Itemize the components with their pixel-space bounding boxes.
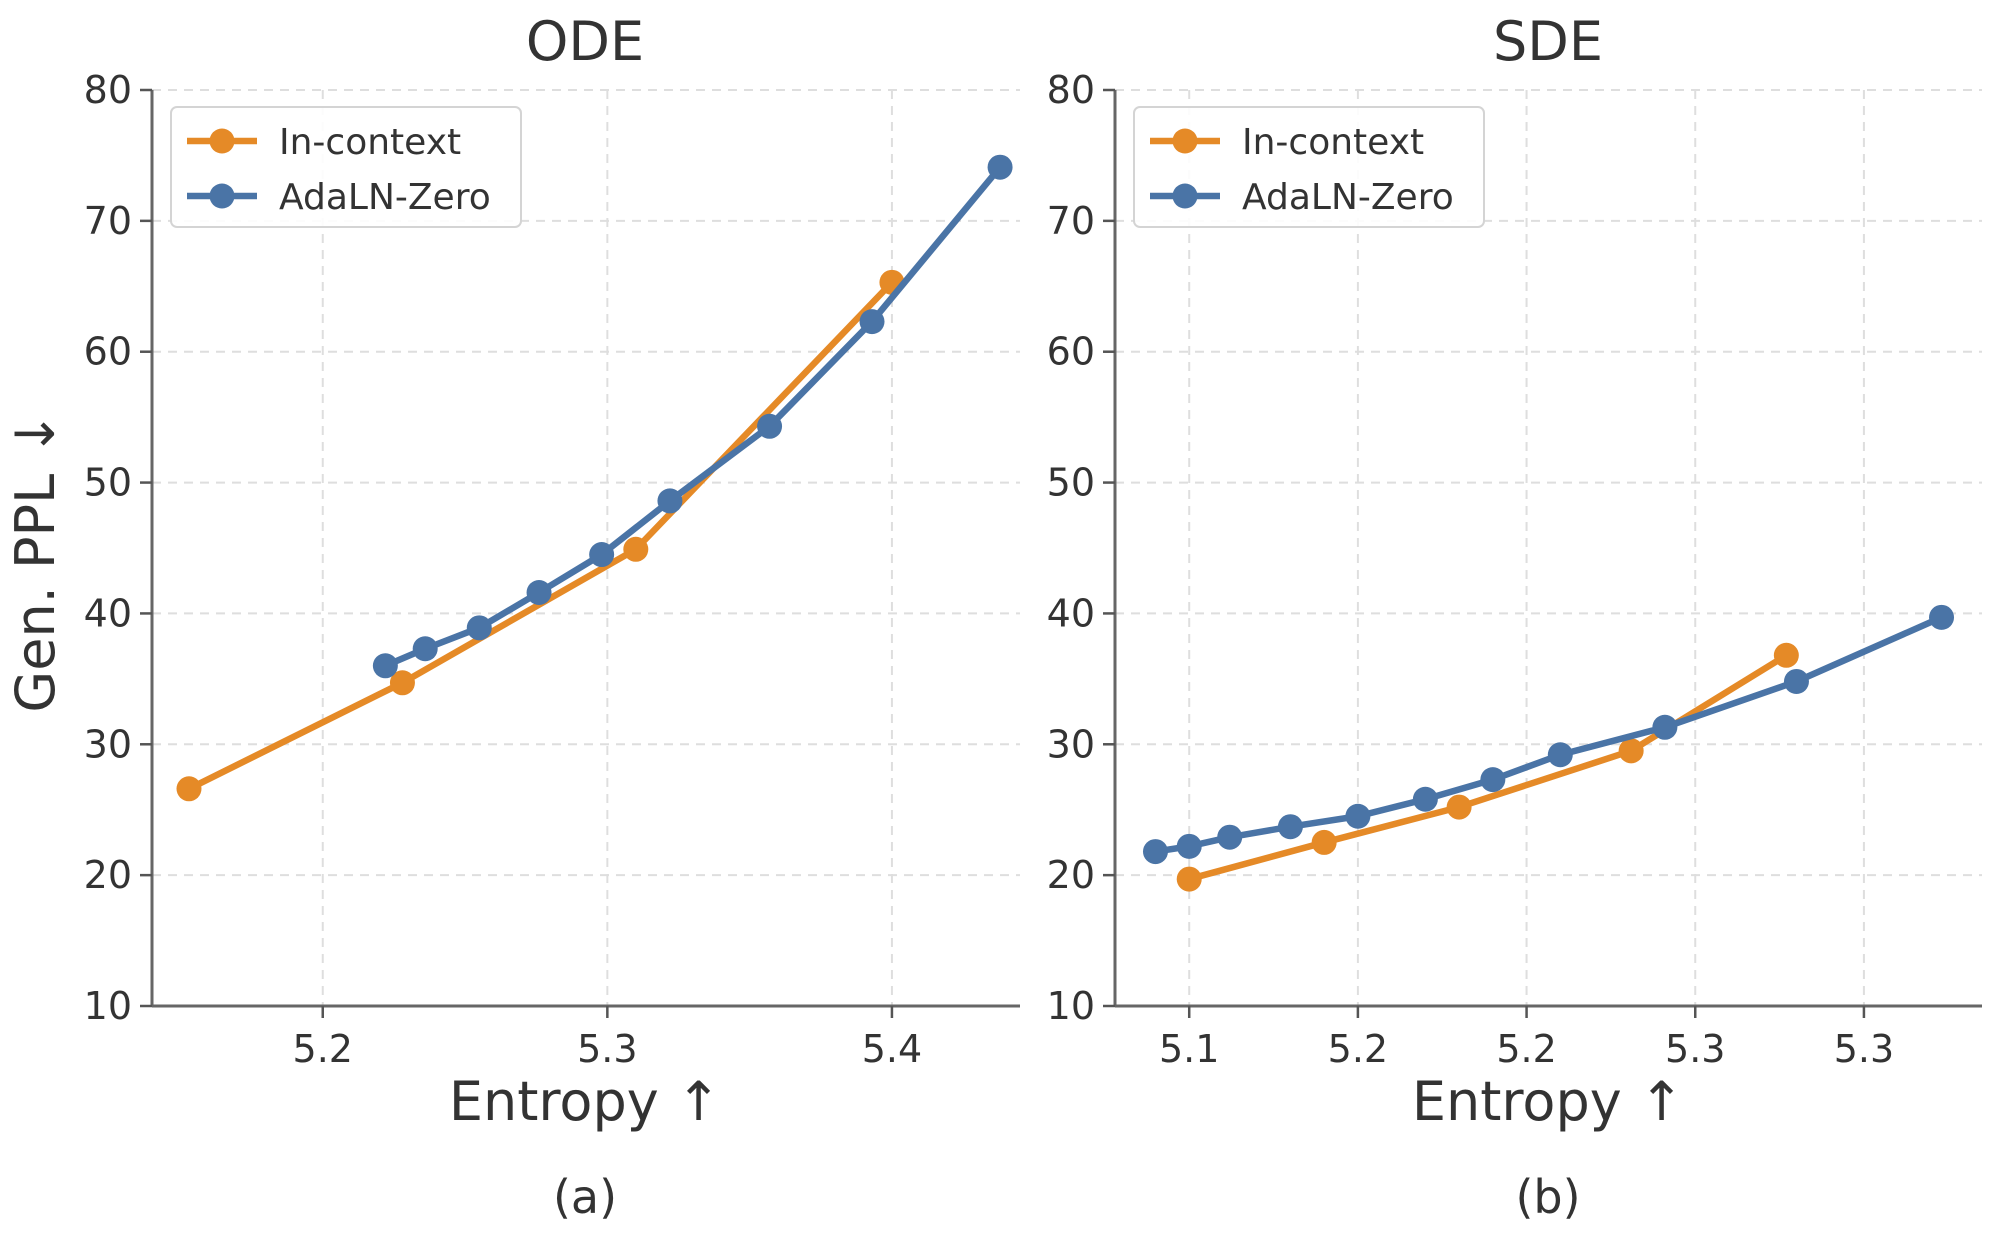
y-tick-label: 30 <box>1047 722 1095 766</box>
x-tick-label: 5.2 <box>1328 1027 1388 1071</box>
data-point <box>1773 642 1799 668</box>
series-group <box>1142 604 1955 892</box>
y-tick-label: 10 <box>1047 984 1095 1028</box>
y-tick-label: 50 <box>1047 461 1095 505</box>
chart-title: ODE <box>526 10 644 73</box>
legend-label: AdaLN-Zero <box>1242 177 1454 218</box>
series-line <box>382 163 1004 670</box>
panel-ode: ODE 10 20 30 40 50 60 70 80 5.2 5.3 5.4 In-contex… <box>4 10 1020 1224</box>
data-point <box>1783 668 1809 694</box>
y-axis-label: Gen. PPL ↓ <box>4 411 67 712</box>
series-group <box>176 154 1013 802</box>
legend-box <box>170 106 522 228</box>
y-tick-label: 70 <box>1047 199 1095 243</box>
data-point <box>1277 814 1303 840</box>
data-point <box>1929 604 1955 630</box>
y-tick-label: 50 <box>84 461 132 505</box>
data-point <box>1345 803 1371 829</box>
y-tick-label: 60 <box>84 330 132 374</box>
x-tick-label: 5.3 <box>577 1027 637 1071</box>
x-ticks: 5.2 5.3 5.4 <box>293 1006 922 1071</box>
data-point <box>1618 738 1644 764</box>
x-tick-label: 5.3 <box>1834 1027 1894 1071</box>
data-point <box>412 636 438 662</box>
data-point <box>526 579 552 605</box>
legend-label: AdaLN-Zero <box>279 177 491 218</box>
legend-box <box>1133 106 1485 228</box>
legend-label: In-context <box>279 122 461 163</box>
series-line <box>1185 652 1790 883</box>
x-ticks: 5.1 5.2 5.2 5.3 5.3 <box>1159 1006 1894 1071</box>
data-point <box>1547 742 1573 768</box>
data-point <box>1480 767 1506 793</box>
y-tick-label: 40 <box>84 591 132 635</box>
y-ticks: 10 20 30 40 50 60 70 80 <box>1047 68 1115 1028</box>
series-line <box>1152 614 1945 855</box>
x-tick-label: 5.4 <box>862 1027 922 1071</box>
y-ticks: 10 20 30 40 50 60 70 80 <box>84 68 152 1028</box>
y-tick-label: 20 <box>84 853 132 897</box>
data-point <box>372 653 398 679</box>
data-point <box>1311 829 1337 855</box>
y-tick-label: 80 <box>1047 68 1095 112</box>
legend-marker <box>209 183 235 209</box>
data-point <box>1176 833 1202 859</box>
data-point <box>1176 866 1202 892</box>
data-point <box>589 542 615 568</box>
legend-label: In-context <box>1242 122 1424 163</box>
x-tick-label: 5.2 <box>293 1027 353 1071</box>
axes <box>150 90 1020 1008</box>
data-point <box>657 488 683 514</box>
data-point <box>1142 839 1168 865</box>
data-point <box>987 154 1013 180</box>
data-point <box>1652 714 1678 740</box>
x-tick-label: 5.2 <box>1496 1027 1556 1071</box>
data-point <box>1217 824 1243 850</box>
y-tick-label: 80 <box>84 68 132 112</box>
y-tick-label: 60 <box>1047 330 1095 374</box>
x-axis-label: Entropy ↑ <box>449 1070 721 1133</box>
legend-marker <box>1172 128 1198 154</box>
data-point <box>176 776 202 802</box>
data-point <box>1412 786 1438 812</box>
series-line <box>185 279 896 793</box>
data-point <box>389 670 415 696</box>
panel-caption: (b) <box>1515 1170 1580 1224</box>
y-tick-label: 30 <box>84 722 132 766</box>
y-tick-label: 70 <box>84 199 132 243</box>
legend-marker <box>1172 183 1198 209</box>
data-point <box>623 536 649 562</box>
data-point <box>757 413 783 439</box>
axes <box>1113 90 1982 1008</box>
y-tick-label: 20 <box>1047 853 1095 897</box>
chart-title: SDE <box>1493 10 1603 73</box>
data-point <box>466 615 492 641</box>
legend-marker <box>209 128 235 154</box>
x-axis-label: Entropy ↑ <box>1412 1070 1684 1133</box>
panel-caption: (a) <box>553 1170 617 1224</box>
legend: In-context AdaLN-Zero <box>170 106 522 228</box>
y-tick-label: 40 <box>1047 591 1095 635</box>
panel-sde: SDE 10 20 30 40 50 60 70 80 5.1 5.2 5.2 5.3 5.3 In-… <box>1047 10 1982 1224</box>
x-tick-label: 5.3 <box>1665 1027 1725 1071</box>
y-tick-label: 10 <box>84 984 132 1028</box>
legend: In-context AdaLN-Zero <box>1133 106 1485 228</box>
x-tick-label: 5.1 <box>1159 1027 1219 1071</box>
data-point <box>1446 794 1472 820</box>
data-point <box>859 309 885 335</box>
